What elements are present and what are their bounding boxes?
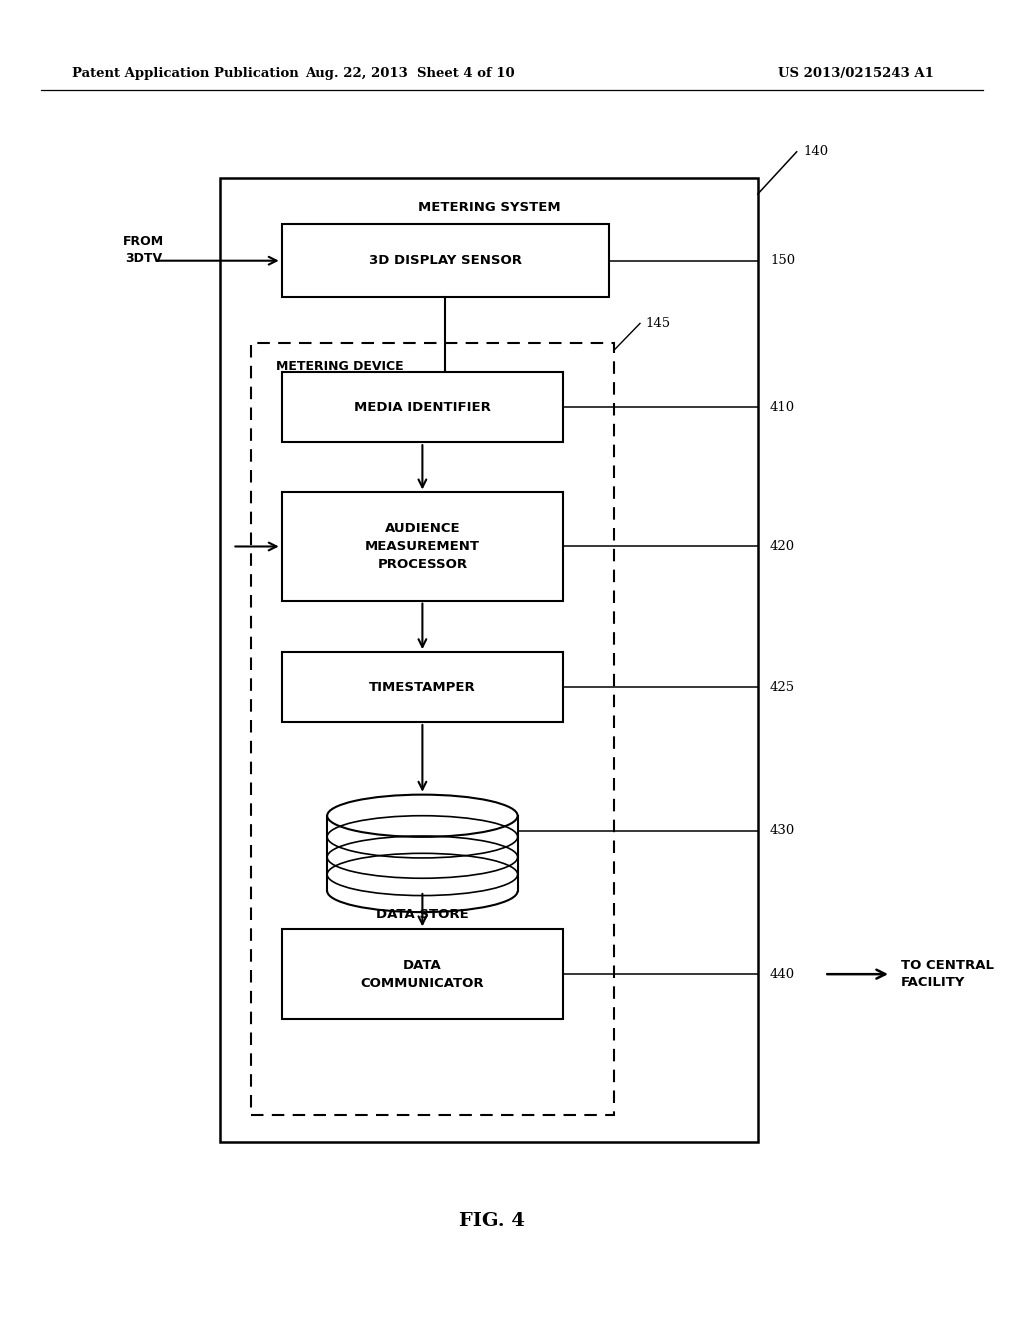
Bar [282,372,563,442]
Text: METERING SYSTEM: METERING SYSTEM [418,201,560,214]
Text: 140: 140 [804,145,829,158]
Bar [282,492,563,601]
Text: Patent Application Publication: Patent Application Publication [72,67,298,81]
Bar [282,652,563,722]
Text: Aug. 22, 2013  Sheet 4 of 10: Aug. 22, 2013 Sheet 4 of 10 [305,67,514,81]
Bar [251,343,614,1115]
Text: 410: 410 [770,401,796,413]
Text: MEDIA IDENTIFIER: MEDIA IDENTIFIER [354,401,490,413]
Bar [328,816,518,891]
Text: 425: 425 [770,681,796,693]
Text: METERING DEVICE: METERING DEVICE [276,360,404,374]
Text: 3D DISPLAY SENSOR: 3D DISPLAY SENSOR [369,255,522,267]
Text: 145: 145 [645,317,671,330]
Bar [282,224,609,297]
Text: AUDIENCE
MEASUREMENT
PROCESSOR: AUDIENCE MEASUREMENT PROCESSOR [365,521,480,572]
Text: TO CENTRAL
FACILITY: TO CENTRAL FACILITY [901,960,994,989]
Text: DATA STORE: DATA STORE [376,908,469,921]
Text: US 2013/0215243 A1: US 2013/0215243 A1 [778,67,934,81]
Text: FIG. 4: FIG. 4 [459,1212,524,1230]
Text: FROM
3DTV: FROM 3DTV [123,235,164,265]
Text: 420: 420 [770,540,796,553]
Ellipse shape [328,795,517,837]
Text: TIMESTAMPER: TIMESTAMPER [369,681,476,693]
Text: 440: 440 [770,968,796,981]
Text: 150: 150 [770,255,796,267]
Text: 430: 430 [770,824,796,837]
Text: DATA
COMMUNICATOR: DATA COMMUNICATOR [360,958,484,990]
Bar [220,178,758,1142]
Bar [282,929,563,1019]
